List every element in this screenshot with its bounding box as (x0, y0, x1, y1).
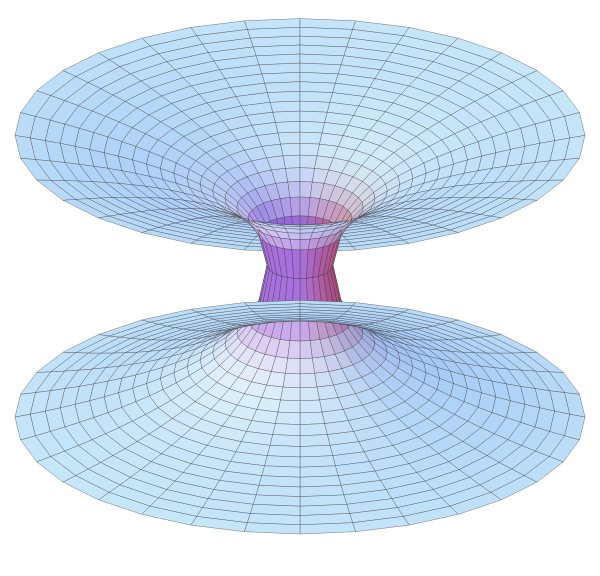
upper-sheet-grid-cell (299, 228, 315, 234)
lower-sheet-grid-cell (264, 455, 301, 468)
upper-sheet-grid-cell (267, 91, 301, 103)
lower-sheet-grid-cell (299, 445, 333, 458)
upper-sheet-grid-cell (280, 143, 301, 157)
upper-sheet-grid-cell (264, 81, 301, 93)
upper-sheet-grid-cell (299, 143, 320, 157)
upper-sheet-grid-cell (285, 167, 301, 183)
upper-sheet-grid-cell (272, 110, 301, 123)
lower-sheet-grid-cell (299, 319, 311, 342)
lower-sheet-grid-cell (277, 399, 301, 414)
lower-sheet-grid-cell (289, 319, 301, 342)
lower-sheet-grid-cell (267, 445, 301, 458)
lower-sheet-grid-cell (261, 465, 301, 478)
upper-sheet-grid-cell (285, 228, 301, 234)
lower-sheet-grid-cell (299, 399, 323, 414)
lower-sheet-grid-cell (299, 411, 325, 425)
upper-sheet-grid-cell (299, 100, 331, 113)
upper-sheet-grid-cell (299, 232, 313, 240)
upper-sheet-grid-cell (277, 131, 301, 145)
lower-sheet-grid-cell (282, 373, 301, 389)
upper-sheet-grid-cell (261, 72, 301, 84)
upper-sheet-grid-cell (299, 72, 339, 84)
lower-sheet-grid-cell (299, 485, 345, 497)
lower-sheet-grid-cell (244, 522, 301, 535)
lower-sheet-grid-cell (287, 340, 301, 359)
lower-sheet-grid-cell (280, 386, 301, 402)
lower-sheet-grid-cell (299, 522, 356, 535)
upper-sheet-grid-cell (282, 154, 301, 169)
upper-sheet-grid-cell (299, 110, 328, 123)
lower-sheet-grid-cell (275, 411, 301, 425)
lower-sheet-grid-cell (299, 386, 320, 402)
lower-sheet-grid-cell (299, 465, 339, 478)
lower-sheet-grid-cell (285, 357, 301, 375)
upper-sheet-grid-cell (299, 62, 342, 75)
lower-sheet-grid-cell (299, 475, 342, 488)
upper-sheet-grid-cell (299, 167, 315, 183)
lower-sheet-grid-cell (272, 423, 301, 436)
upper-sheet-grid-cell (258, 62, 301, 75)
lower-sheet-grid-cell (299, 357, 315, 375)
upper-sheet-grid-cell (291, 249, 301, 279)
lower-sheet-grid-cell (299, 455, 336, 468)
upper-sheet-grid-cell (299, 81, 336, 93)
upper-sheet-grid-cell (287, 232, 301, 240)
upper-sheet-grid-cell (299, 121, 325, 134)
lower-sheet-grid-cell (269, 434, 301, 447)
upper-sheet-grid-cell (269, 100, 301, 113)
lower-sheet-grid-cell (299, 373, 318, 389)
lower-sheet-grid-cell (299, 340, 313, 359)
upper-sheet-grid-cell (299, 91, 333, 103)
lower-sheet-grid-cell (255, 485, 301, 497)
upper-sheet-grid-cell (299, 154, 318, 169)
lower-sheet-grid-cell (258, 475, 301, 488)
upper-sheet-grid-cell (299, 131, 323, 145)
lower-sheet-grid-cell (299, 434, 331, 447)
lower-sheet-grid-cell (299, 423, 328, 436)
upper-sheet-grid-cell (275, 121, 301, 134)
